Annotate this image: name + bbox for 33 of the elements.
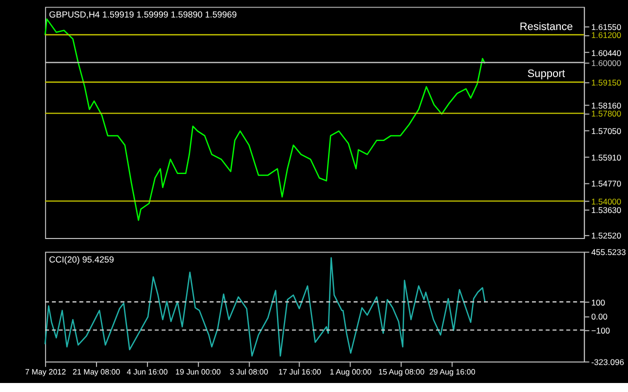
y-tick-label: 1.53630 [591, 205, 622, 216]
ref-line-label: Support [527, 68, 566, 80]
y-tick-label: 1.52520 [591, 230, 622, 241]
y-tick-label: −100 [591, 325, 610, 336]
x-tick-label: 21 May 08:00 [72, 368, 121, 377]
x-tick-label: 17 Jul 16:00 [278, 368, 322, 377]
line-series [44, 257, 486, 357]
annotation: GBPUSD,H4 1.59919 1.59999 1.59890 1.59969 [48, 10, 237, 20]
x-tick-label: 19 Jun 00:00 [175, 368, 222, 377]
x-tick-label: 7 May 2012 [25, 368, 66, 377]
x-tick-label: 4 Jun 16:00 [126, 368, 168, 377]
annotation: CCI(20) 95.4259 [48, 254, 114, 265]
y-tick-label: 1.59150 [591, 78, 622, 88]
y-tick-label: 1.54770 [591, 178, 622, 189]
y-tick-label: 1.57800 [591, 108, 622, 119]
x-tick-label: 15 Aug 08:00 [378, 368, 426, 377]
y-tick-label: 1.55910 [591, 152, 622, 162]
x-tick-label: 29 Aug 16:00 [429, 368, 476, 377]
y-tick-label: 100 [591, 297, 606, 308]
y-tick-label: 1.61550 [591, 22, 622, 32]
y-tick-label: 1.60440 [591, 48, 622, 58]
ref-line-label: Resistance [520, 20, 573, 33]
y-tick-label: 1.60000 [591, 58, 622, 68]
y-tick-label: 1.61200 [591, 30, 622, 40]
x-tick-label: 1 Aug 00:00 [330, 368, 372, 377]
line-series [44, 18, 486, 221]
y-tick-label: 1.54000 [591, 196, 622, 207]
y-tick-label: 0.00 [591, 311, 608, 322]
y-tick-label: 455.5233 [591, 247, 626, 258]
y-tick-label: 1.57050 [591, 126, 622, 136]
x-tick-label: 3 Jul 08:00 [230, 368, 269, 377]
y-tick-label: -323.096 [591, 356, 624, 367]
y-tick-label: 1.58160 [591, 100, 622, 110]
